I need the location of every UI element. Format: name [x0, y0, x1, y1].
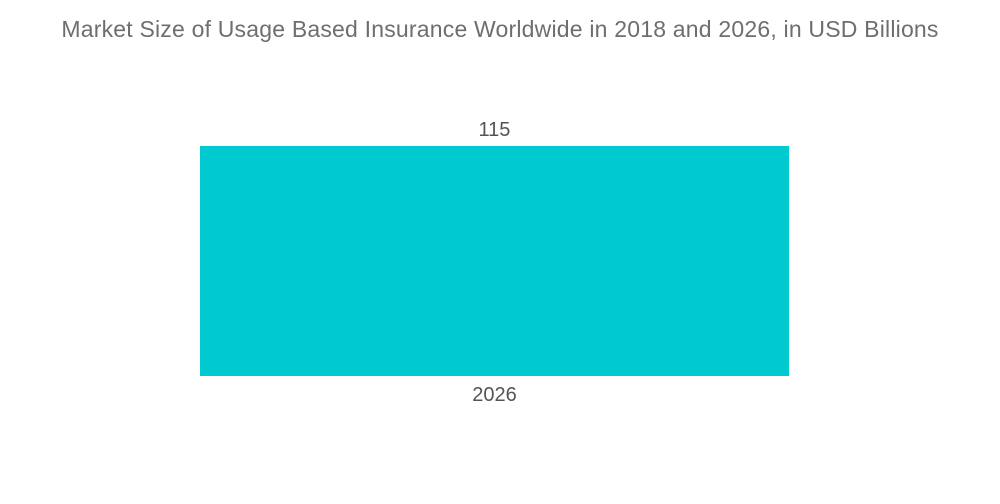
chart-title: Market Size of Usage Based Insurance Wor… — [61, 16, 939, 42]
bar-category-label: 2026 — [472, 384, 517, 406]
bar-2026 — [200, 146, 789, 376]
bar-column: 115 2026 — [200, 117, 789, 407]
bar-value-label: 115 — [478, 119, 511, 141]
